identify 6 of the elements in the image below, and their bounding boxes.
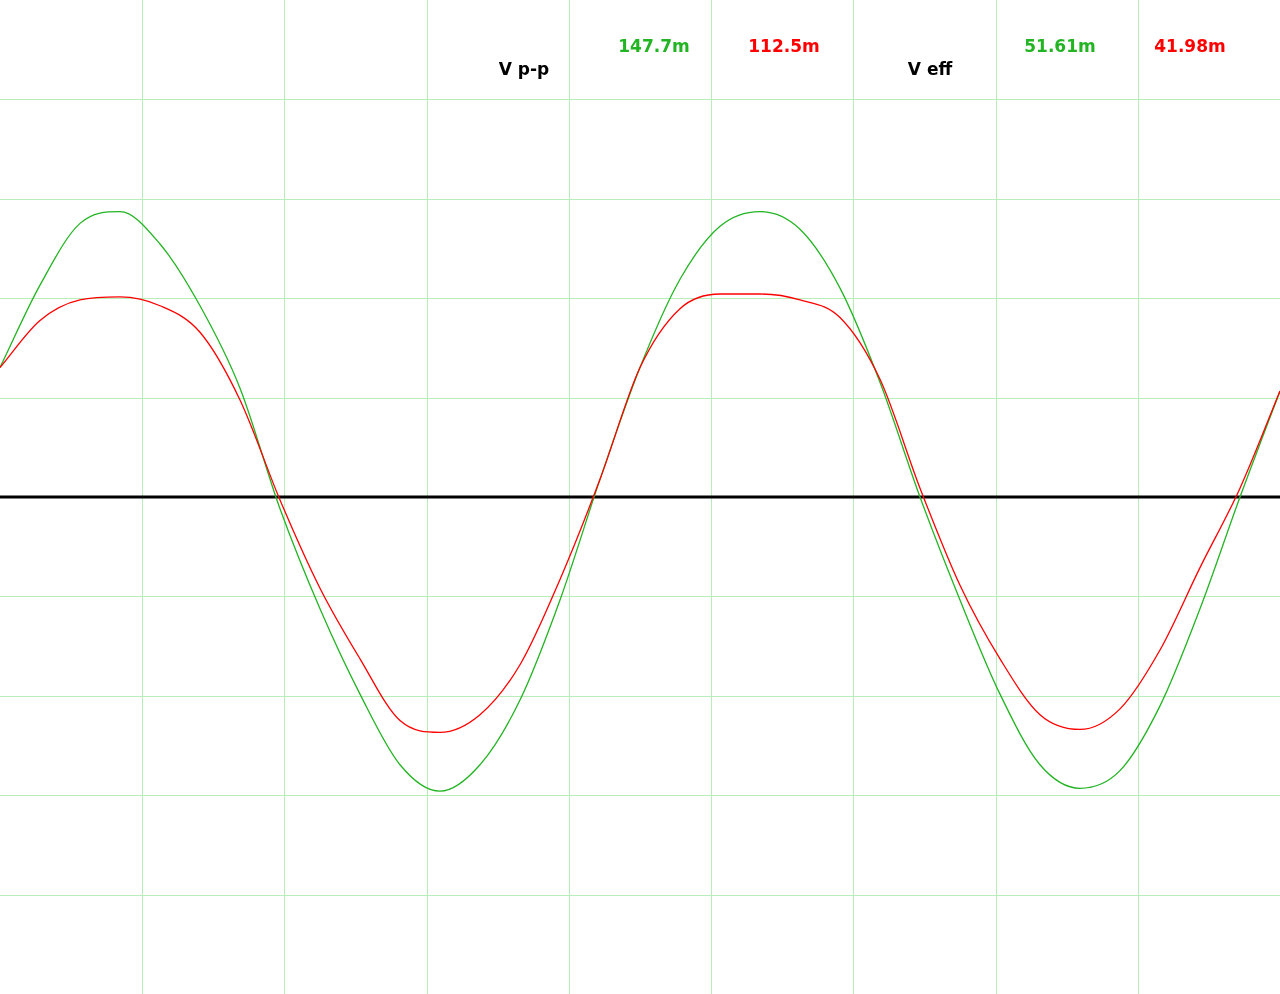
text: 41.98m [1154,36,1226,56]
text: 147.7m [618,36,690,56]
text: 51.61m [1024,36,1096,56]
text: V p-p [498,59,550,79]
text: 112.5m [748,36,820,56]
text: V eff [907,59,953,79]
